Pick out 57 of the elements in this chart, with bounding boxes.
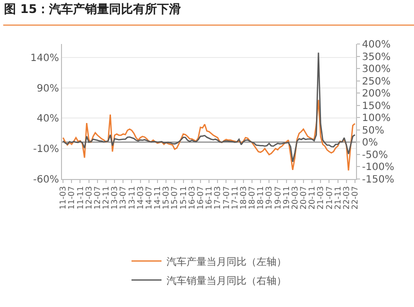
x-tick-label: 16-03 [187,186,196,210]
chart-title: 图 15：汽车产销量同比有所下滑 [4,2,182,16]
y2-tick-label: -150% [362,174,394,186]
x-tick-label: 16-11 [204,186,214,210]
y-tick-label: 40% [36,114,59,125]
y-tick-label: -60% [33,174,59,186]
legend-label: 汽车销量当月同比（右轴） [166,274,286,287]
y2-tick-label: 100% [362,113,391,124]
x-tick-label: 17-03 [213,186,222,210]
x-tick-label: 18-11 [256,186,266,210]
x-tick-label: 13-03 [110,186,120,210]
y2-tick-label: -100% [362,162,394,174]
line-series [62,52,356,162]
x-tick-label: 21-03 [316,186,326,210]
x-tick-label: 18-03 [238,186,248,210]
x-tick-label: 19-07 [273,186,282,210]
y2-tick-label: 250% [362,76,391,88]
x-tick-label: 17-07 [222,186,231,210]
legend-label: 汽车产量当月同比（左轴） [166,256,286,268]
x-tick-label: 21-11 [333,186,342,210]
x-tick-label: 22-07 [350,186,360,210]
y2-tick-label: 400% [362,40,391,50]
x-tick-label: 11-07 [67,186,76,210]
x-tick-label: 14-11 [153,186,162,210]
x-tick-label: 11-11 [76,186,85,210]
x-tick-label: 21-07 [324,186,334,210]
y-tick-label: -10% [33,144,59,156]
x-tick-label: 17-11 [230,186,240,210]
x-tick-label: 20-03 [290,186,300,210]
x-tick-label: 12-11 [102,186,111,210]
y2-tick-label: 300% [362,64,391,76]
x-tick-label: 20-07 [299,186,308,210]
y2-tick-label: 150% [362,100,391,112]
y2-tick-label: 350% [362,52,391,63]
y2-tick-label: 0% [362,138,378,149]
y2-tick-label: 50% [362,125,384,136]
x-tick-label: 22-03 [342,186,351,210]
x-tick-label: 14-07 [144,186,154,210]
y2-tick-label: 200% [362,88,391,100]
x-tick-label: 13-07 [118,186,128,210]
x-tick-label: 12-03 [84,186,94,210]
y-tick-label: 90% [36,83,59,94]
x-tick-label: 15-11 [178,186,188,210]
x-tick-label: 15-03 [162,186,171,210]
x-tick-label: 19-03 [264,186,274,210]
y2-tick-label: -50% [362,150,388,161]
y-tick-label: 140% [30,52,59,64]
line-series [62,99,356,172]
x-tick-label: 12-07 [93,186,102,210]
x-tick-label: 15-07 [170,186,180,210]
x-tick-label: 19-11 [282,186,291,210]
x-tick-label: 14-03 [136,186,145,210]
x-tick-label: 20-11 [308,186,317,210]
x-tick-label: 13-11 [127,186,136,210]
x-tick-label: 18-07 [248,186,257,210]
x-tick-label: 11-03 [58,186,68,210]
x-tick-label: 16-07 [196,186,206,210]
